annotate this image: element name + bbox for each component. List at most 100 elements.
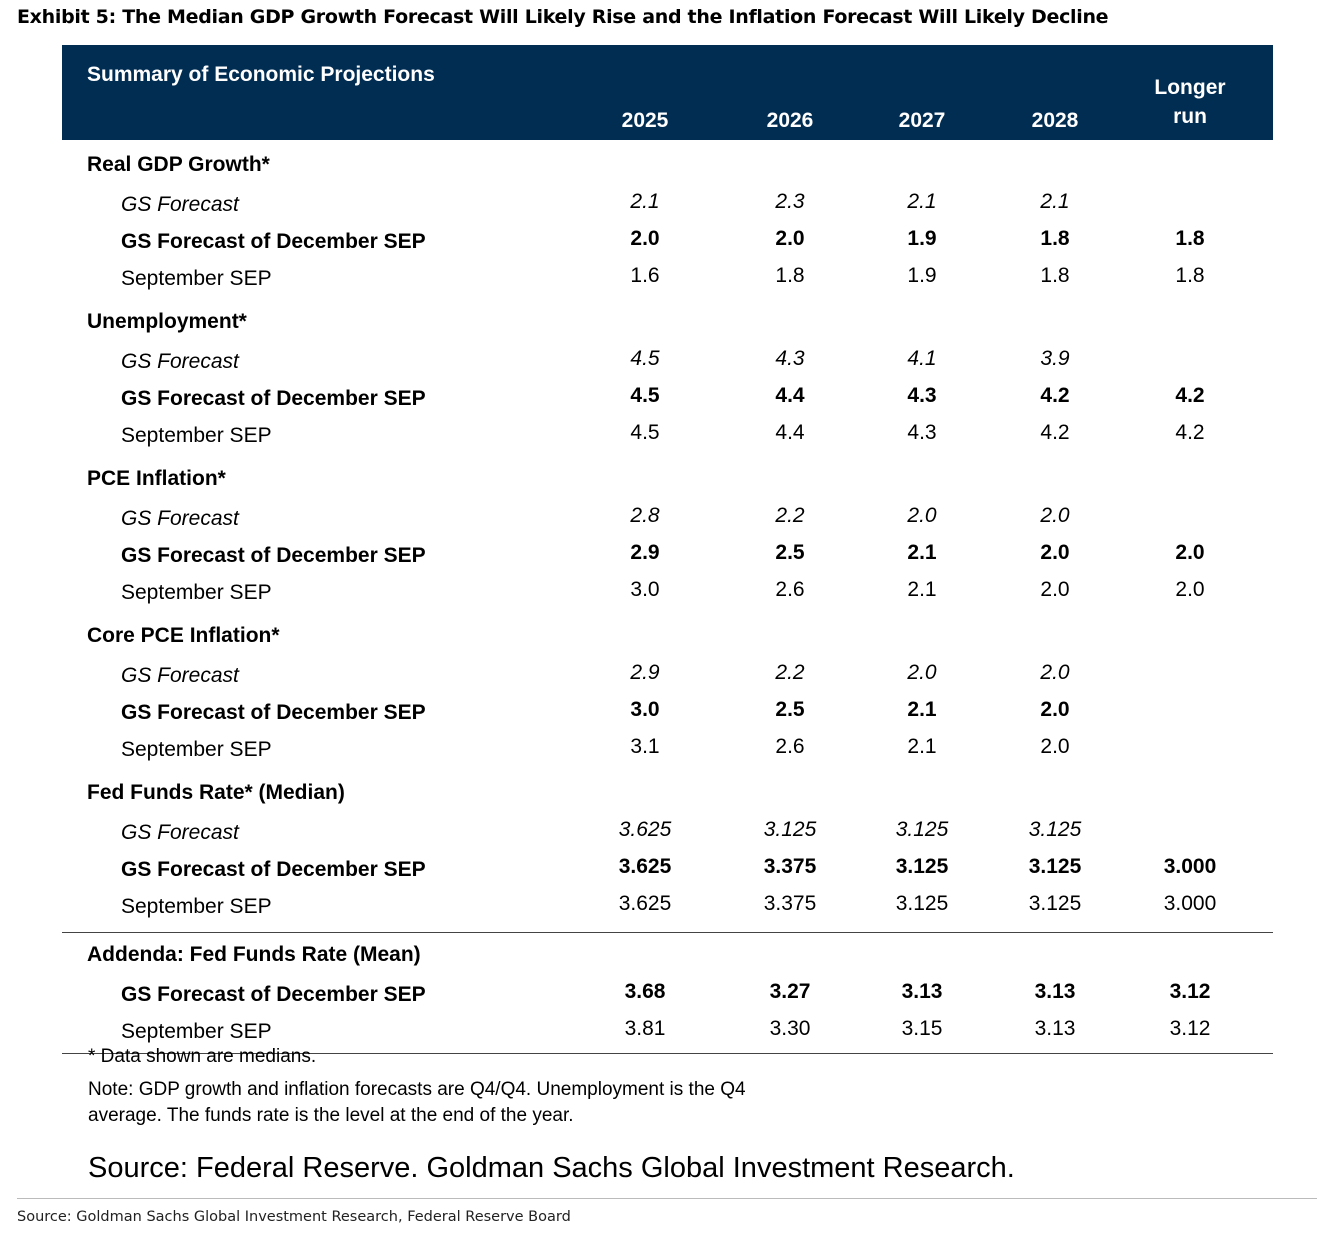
section-title: Unemployment*: [87, 310, 247, 333]
table-cell: 2.0: [1175, 541, 1205, 564]
longer-run-label: Longer run: [1154, 76, 1226, 128]
table-cell: 4.3: [907, 384, 937, 407]
table-cell: 4.3: [775, 347, 805, 370]
table-cell: 4.4: [775, 421, 805, 444]
table-cell: 2.0: [775, 227, 805, 250]
table-cell: 3.13: [1034, 980, 1076, 1003]
table-cell: 3.125: [1028, 818, 1082, 841]
table-cell: 3.125: [895, 892, 949, 915]
table-cell: 3.68: [624, 980, 666, 1003]
table-cell: 1.8: [1040, 264, 1070, 287]
table-cell: 2.3: [775, 190, 805, 213]
table-cell: 2.9: [630, 541, 660, 564]
section-title: Addenda: Fed Funds Rate (Mean): [87, 943, 421, 966]
table-cell: 2.9: [630, 661, 660, 684]
table-cell: 2.0: [1040, 735, 1070, 758]
row-label: GS Forecast of December SEP: [121, 983, 426, 1006]
row-label: GS Forecast: [121, 821, 239, 844]
table-cell: 3.375: [763, 892, 817, 915]
table-header: Summary of Economic Projections 2025 202…: [62, 45, 1273, 140]
table-cell: 3.125: [763, 818, 817, 841]
table-cell: 2.1: [630, 190, 660, 213]
table-cell: 3.13: [901, 980, 943, 1003]
row-label: September SEP: [121, 738, 272, 761]
table-cell: 2.0: [630, 227, 660, 250]
table-row: September SEP 3.1 2.6 2.1 2.0: [62, 728, 1273, 765]
table-cell: 3.125: [1028, 892, 1082, 915]
section-header: Real GDP Growth*: [62, 140, 1273, 183]
table-cell: 1.8: [775, 264, 805, 287]
row-label: GS Forecast: [121, 350, 239, 373]
table-cell: 4.4: [775, 384, 805, 407]
table-cell: 2.1: [907, 541, 937, 564]
column-header-longer-run: Longer run: [1130, 73, 1250, 131]
projections-table: Summary of Economic Projections 2025 202…: [62, 45, 1273, 1054]
table-row: GS Forecast of December SEP 2.0 2.0 1.9 1.8 1…: [62, 220, 1273, 257]
table-title: Summary of Economic Projections: [87, 63, 435, 86]
row-label: GS Forecast of December SEP: [121, 701, 426, 724]
table-cell: 2.1: [907, 735, 937, 758]
table-cell: 2.2: [775, 661, 805, 684]
table-row: GS Forecast of December SEP 3.0 2.5 2.1 2.0: [62, 691, 1273, 728]
table-cell: 4.2: [1175, 421, 1205, 444]
row-label: GS Forecast of December SEP: [121, 544, 426, 567]
table-cell: 3.9: [1040, 347, 1070, 370]
table-cell: 2.6: [775, 735, 805, 758]
divider: [17, 1198, 1317, 1199]
column-header-2025: 2025: [621, 109, 669, 132]
table-body: Real GDP Growth* GS Forecast 2.1 2.3 2.1 2.1 G…: [62, 140, 1273, 1053]
table-cell: 2.2: [775, 504, 805, 527]
table-cell: 2.0: [1040, 504, 1070, 527]
table-row: GS Forecast of December SEP 4.5 4.4 4.3 4.2 4…: [62, 377, 1273, 414]
row-label: September SEP: [121, 581, 272, 604]
section-header: Core PCE Inflation*: [62, 608, 1273, 654]
table-row: GS Forecast of December SEP 2.9 2.5 2.1 2.0 2…: [62, 534, 1273, 571]
table-row: September SEP 4.5 4.4 4.3 4.2 4.2: [62, 414, 1273, 451]
table-cell: 3.375: [763, 855, 817, 878]
table-cell: 3.125: [1028, 855, 1082, 878]
table-row: September SEP 3.81 3.30 3.15 3.13 3.12: [62, 1010, 1273, 1047]
row-label: GS Forecast: [121, 193, 239, 216]
footnote-medians: * Data shown are medians.: [88, 1046, 317, 1067]
section-title: Real GDP Growth*: [87, 153, 270, 176]
footnote-note-line1: Note: GDP growth and inflation forecasts…: [88, 1079, 746, 1100]
table-cell: 2.1: [907, 698, 937, 721]
table-cell: 2.1: [1040, 190, 1070, 213]
row-label: GS Forecast: [121, 664, 239, 687]
table-cell: 2.0: [1175, 578, 1205, 601]
table-cell: 3.125: [895, 818, 949, 841]
table-cell: 2.0: [907, 504, 937, 527]
row-label: GS Forecast of December SEP: [121, 230, 426, 253]
table-cell: 3.625: [618, 855, 672, 878]
table-cell: 2.0: [907, 661, 937, 684]
table-cell: 1.9: [907, 264, 937, 287]
table-cell: 4.5: [630, 384, 660, 407]
table-cell: 2.1: [907, 190, 937, 213]
table-cell: 4.3: [907, 421, 937, 444]
table-cell: 3.625: [618, 818, 672, 841]
exhibit-title: Exhibit 5: The Median GDP Growth Forecas…: [17, 6, 1109, 28]
source-large: Source: Federal Reserve. Goldman Sachs G…: [88, 1152, 1015, 1184]
table-row: GS Forecast 2.1 2.3 2.1 2.1: [62, 183, 1273, 220]
source-small: Source: Goldman Sachs Global Investment …: [17, 1209, 571, 1225]
table-cell: 4.1: [907, 347, 937, 370]
row-label: GS Forecast of December SEP: [121, 387, 426, 410]
section-title: Fed Funds Rate* (Median): [87, 781, 345, 804]
section-header: PCE Inflation*: [62, 451, 1273, 497]
table-cell: 2.1: [907, 578, 937, 601]
table-row: September SEP 3.0 2.6 2.1 2.0 2.0: [62, 571, 1273, 608]
row-label: September SEP: [121, 1020, 272, 1043]
table-cell: 4.2: [1040, 421, 1070, 444]
table-cell: 1.8: [1175, 264, 1205, 287]
table-cell: 2.0: [1040, 698, 1070, 721]
row-label: GS Forecast: [121, 507, 239, 530]
section-header: Fed Funds Rate* (Median): [62, 765, 1273, 811]
table-cell: 3.125: [895, 855, 949, 878]
section-title: Core PCE Inflation*: [87, 624, 280, 647]
table-cell: 3.000: [1163, 855, 1217, 878]
table-cell: 4.2: [1175, 384, 1205, 407]
table-cell: 3.000: [1163, 892, 1217, 915]
table-cell: 4.2: [1040, 384, 1070, 407]
row-label: GS Forecast of December SEP: [121, 858, 426, 881]
section-header: Addenda: Fed Funds Rate (Mean): [62, 933, 1273, 973]
